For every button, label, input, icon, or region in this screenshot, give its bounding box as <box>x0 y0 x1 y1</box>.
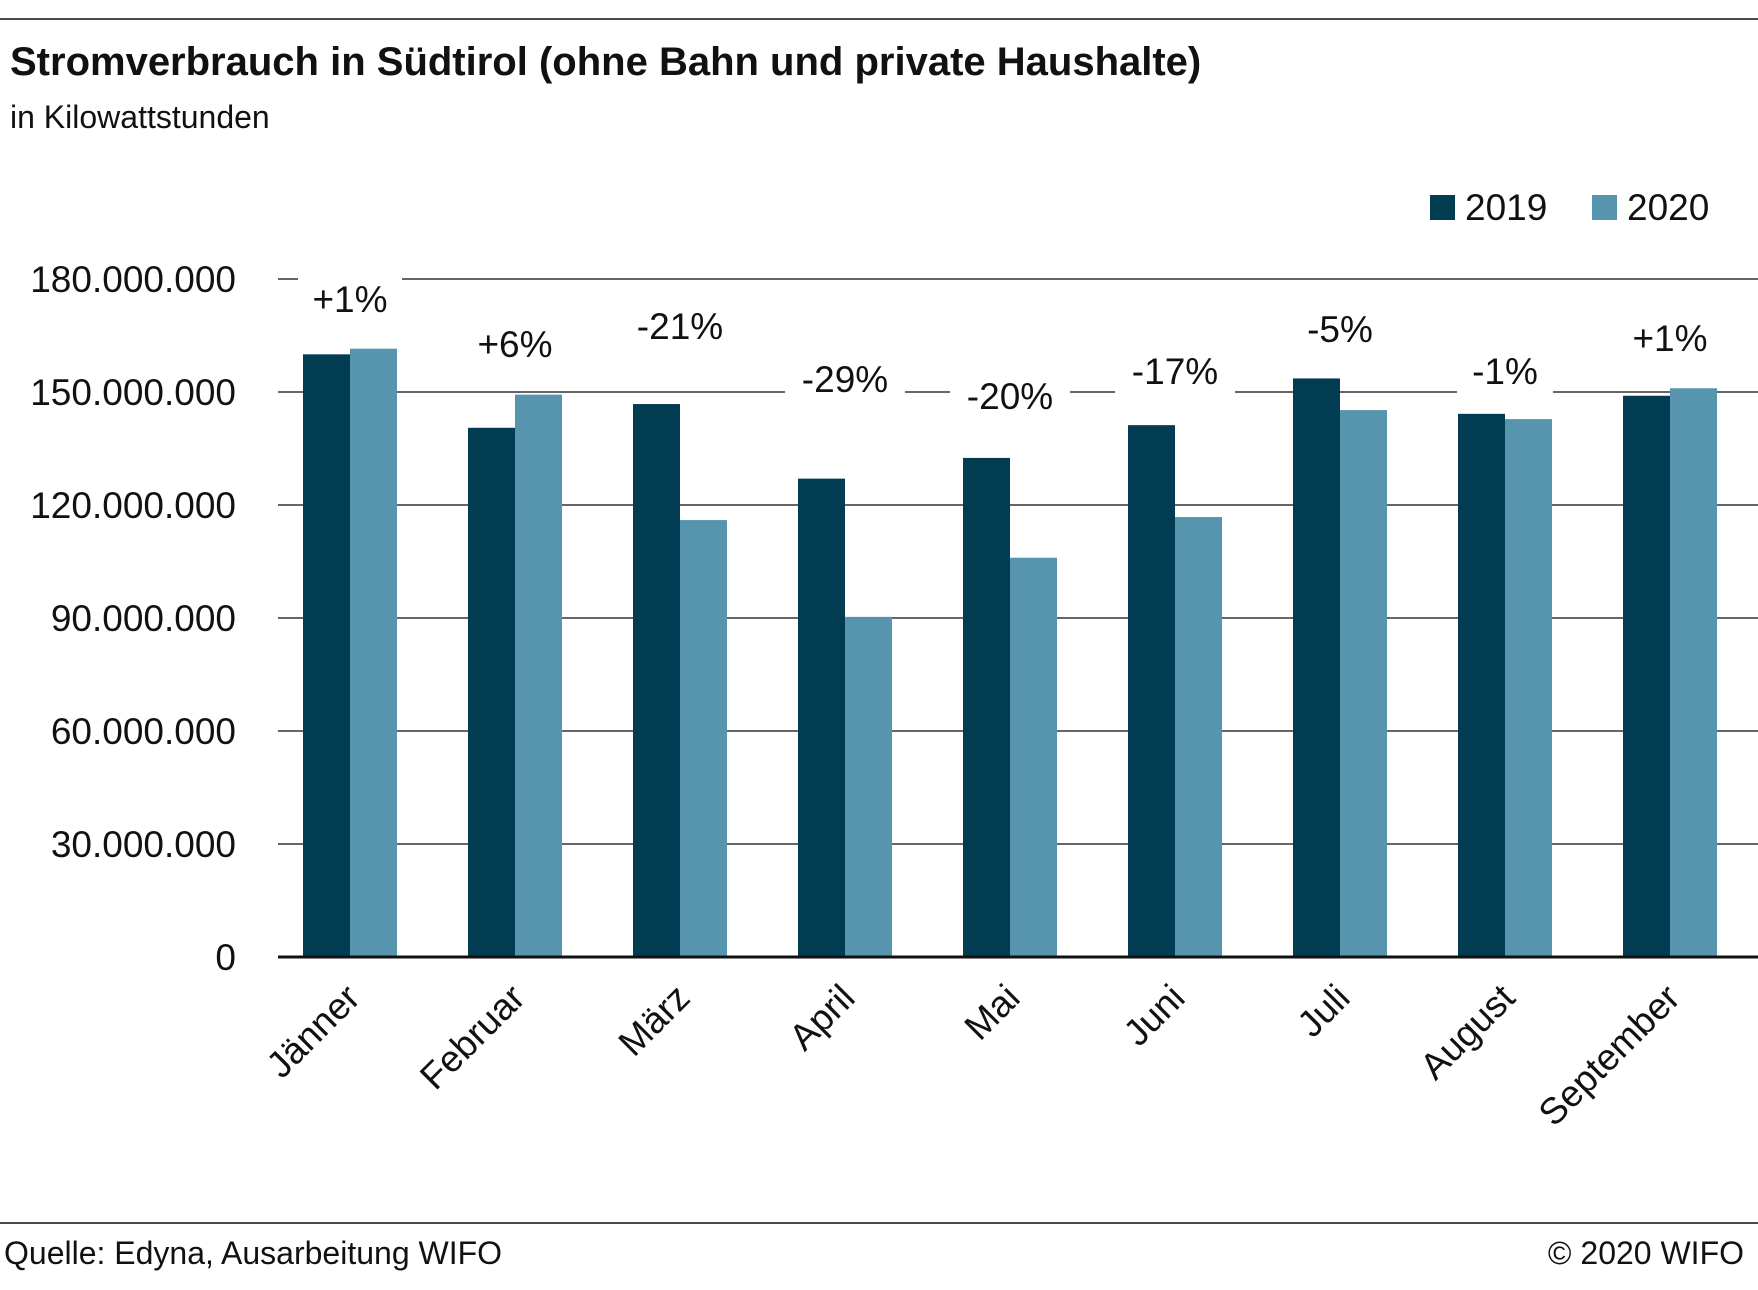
change-label: -21% <box>637 306 723 347</box>
bar-2020-2 <box>515 394 562 957</box>
x-tick-label: Juni <box>1116 977 1193 1054</box>
change-label: +1% <box>1632 318 1707 359</box>
change-label: -5% <box>1307 309 1373 350</box>
bar-2019-4 <box>798 478 845 957</box>
bar-2019-9 <box>1623 395 1670 957</box>
bar-2020-1 <box>350 348 397 957</box>
change-label: -1% <box>1472 351 1538 392</box>
bar-2019-6 <box>1128 425 1175 957</box>
bar-2019-3 <box>633 404 680 957</box>
bar-2019-5 <box>963 457 1010 957</box>
y-tick-label: 180.000.000 <box>30 259 236 300</box>
x-tick-label: April <box>781 977 862 1058</box>
x-tick-label: März <box>611 977 698 1064</box>
source-note: Quelle: Edyna, Ausarbeitung WIFO <box>4 1235 503 1271</box>
x-tick-label: August <box>1412 976 1523 1087</box>
x-tick-label: Juli <box>1289 977 1357 1045</box>
legend-label: 2019 <box>1465 187 1547 228</box>
bottom-rule <box>0 1222 1758 1224</box>
copyright-note: © 2020 WIFO <box>1547 1235 1744 1271</box>
chart-title: Stromverbrauch in Südtirol (ohne Bahn un… <box>10 40 1202 84</box>
bar-2020-8 <box>1505 419 1552 957</box>
x-tick-label: Februar <box>412 977 533 1098</box>
bar-2019-1 <box>303 354 350 957</box>
legend-swatch-2020 <box>1592 195 1617 220</box>
bar-2020-9 <box>1670 388 1717 957</box>
bar-2020-5 <box>1010 557 1057 957</box>
change-label: -17% <box>1132 351 1218 392</box>
y-tick-label: 0 <box>215 937 236 978</box>
x-tick-label: Jänner <box>259 977 368 1086</box>
y-tick-label: 90.000.000 <box>51 598 236 639</box>
chart-subtitle: in Kilowattstunden <box>10 99 270 135</box>
change-label: -20% <box>967 376 1053 417</box>
y-tick-label: 120.000.000 <box>30 485 236 526</box>
x-tick-label: Mai <box>957 977 1028 1048</box>
bar-2020-7 <box>1340 410 1387 958</box>
bar-2020-4 <box>845 616 892 957</box>
bar-2019-8 <box>1458 413 1505 957</box>
legend-label: 2020 <box>1627 187 1709 228</box>
bar-2019-2 <box>468 427 515 957</box>
change-label: +6% <box>477 324 552 365</box>
y-tick-label: 60.000.000 <box>51 711 236 752</box>
bar-2020-6 <box>1175 517 1222 957</box>
bar-2020-3 <box>680 520 727 957</box>
x-tick-label: September <box>1531 977 1688 1134</box>
legend-swatch-2019 <box>1430 195 1455 220</box>
y-tick-label: 150.000.000 <box>30 372 236 413</box>
change-label: +1% <box>312 279 387 320</box>
change-label: -29% <box>802 359 888 400</box>
top-rule <box>0 18 1758 20</box>
bar-2019-7 <box>1293 378 1340 957</box>
y-tick-label: 30.000.000 <box>51 824 236 865</box>
